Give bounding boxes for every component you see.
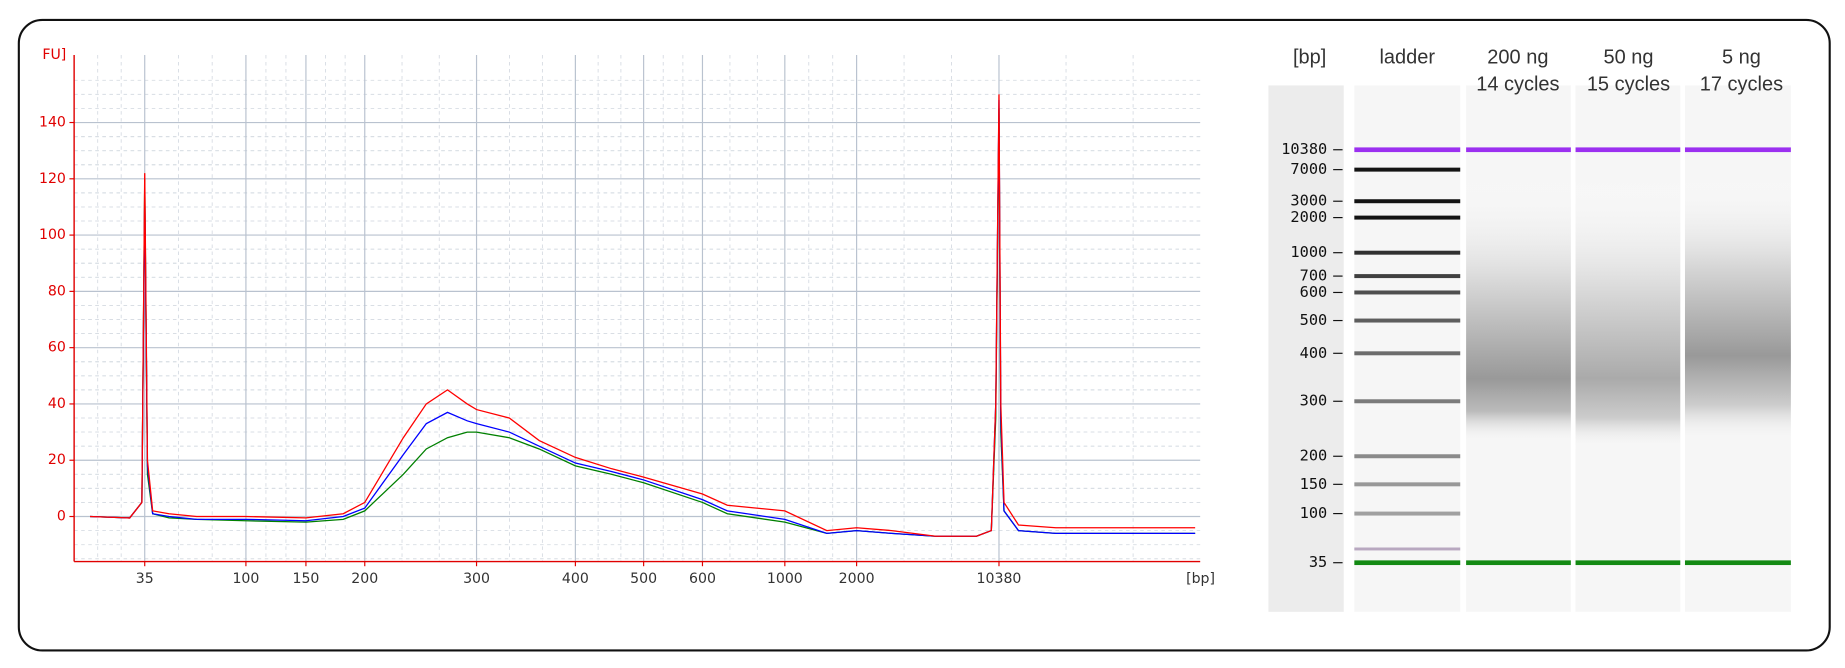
ladder-band	[1354, 290, 1461, 295]
marker-band	[1354, 560, 1461, 566]
lane-label: 14 cycles	[1476, 74, 1559, 96]
gel-tick-label: 400	[1300, 344, 1328, 362]
smear	[1466, 175, 1571, 504]
x-tick-label: 35	[136, 571, 154, 587]
y-tick-label: 100	[39, 227, 66, 243]
lane-label: 5 ng	[1722, 47, 1761, 69]
smear	[1684, 175, 1791, 504]
ladder-band	[1354, 399, 1461, 404]
y-tick-label: 80	[48, 283, 66, 299]
ladder-band	[1354, 167, 1461, 172]
x-tick-label: 400	[562, 571, 589, 587]
x-tick-label: 2000	[839, 571, 875, 587]
marker-band	[1684, 147, 1791, 153]
gel-image: [bp] ladder 200 ng 14 cycles 50 ng 15 cycles 5…	[1268, 47, 1791, 612]
marker-band	[1466, 560, 1571, 566]
x-tick-label: 150	[292, 571, 319, 587]
x-tick-label: 500	[630, 571, 657, 587]
ladder-band	[1354, 215, 1461, 220]
ladder-band	[1354, 351, 1461, 356]
marker-band	[1575, 147, 1681, 153]
gel-tick-label: 1000	[1290, 243, 1327, 261]
marker-band	[1354, 147, 1461, 153]
x-tick-label: 100	[232, 571, 259, 587]
ladder-band	[1354, 318, 1461, 323]
x-tick-label: 1000	[767, 571, 803, 587]
lane-label: 17 cycles	[1700, 74, 1783, 96]
gel-tick-label: 300	[1300, 392, 1328, 410]
gel-tick-label: 150	[1300, 475, 1328, 493]
y-tick-label: 0	[57, 509, 66, 525]
gel-tick-label: 3000	[1290, 192, 1327, 210]
marker-band	[1575, 560, 1681, 566]
electropherogram: 0 20 40 60 80 100 120 140 35 100 150 200 300 400 500 60…	[39, 47, 1215, 587]
ladder-band	[1354, 547, 1461, 551]
y-tick-label: 20	[48, 452, 66, 468]
x-tick-label: 300	[463, 571, 490, 587]
ladder-band	[1354, 511, 1461, 516]
x-tick-label: 10380	[977, 571, 1022, 587]
gel-tick-label: 500	[1300, 311, 1328, 329]
lane-bg	[1354, 85, 1461, 612]
x-tick-label: 600	[689, 571, 716, 587]
y-axis-label: FU]	[42, 47, 66, 63]
trace	[89, 94, 1196, 537]
ladder-band	[1354, 454, 1461, 459]
smear	[1575, 175, 1681, 504]
gel-tick-label: 7000	[1290, 160, 1327, 178]
ladder-band	[1354, 199, 1461, 204]
lane-label: ladder	[1379, 47, 1435, 69]
y-tick-label: 140	[39, 115, 66, 131]
y-tick-label: 40	[48, 396, 66, 412]
lane-label: 15 cycles	[1587, 74, 1670, 96]
lane-label: 50 ng	[1603, 47, 1653, 69]
y-tick-label: 120	[39, 171, 66, 187]
gel-tick-label: 600	[1300, 283, 1328, 301]
marker-band	[1466, 147, 1571, 153]
gel-tick-label: 10380	[1281, 140, 1327, 158]
marker-band	[1684, 560, 1791, 566]
gel-tick-label: 2000	[1290, 208, 1327, 226]
gel-tick-label: 35	[1309, 553, 1327, 571]
ladder-band	[1354, 250, 1461, 255]
gel-tick-label: 100	[1300, 504, 1328, 522]
ladder-band	[1354, 482, 1461, 487]
y-tick-label: 60	[48, 340, 66, 356]
gel-tick-label: 200	[1300, 447, 1328, 465]
ladder-band	[1354, 274, 1461, 279]
gel-y-label: [bp]	[1293, 47, 1326, 69]
x-axis-label: [bp]	[1186, 571, 1215, 587]
x-tick-label: 200	[351, 571, 378, 587]
lane-label: 200 ng	[1487, 47, 1548, 69]
gel-scale-bg	[1268, 85, 1344, 612]
gel-tick-label: 700	[1300, 267, 1328, 285]
